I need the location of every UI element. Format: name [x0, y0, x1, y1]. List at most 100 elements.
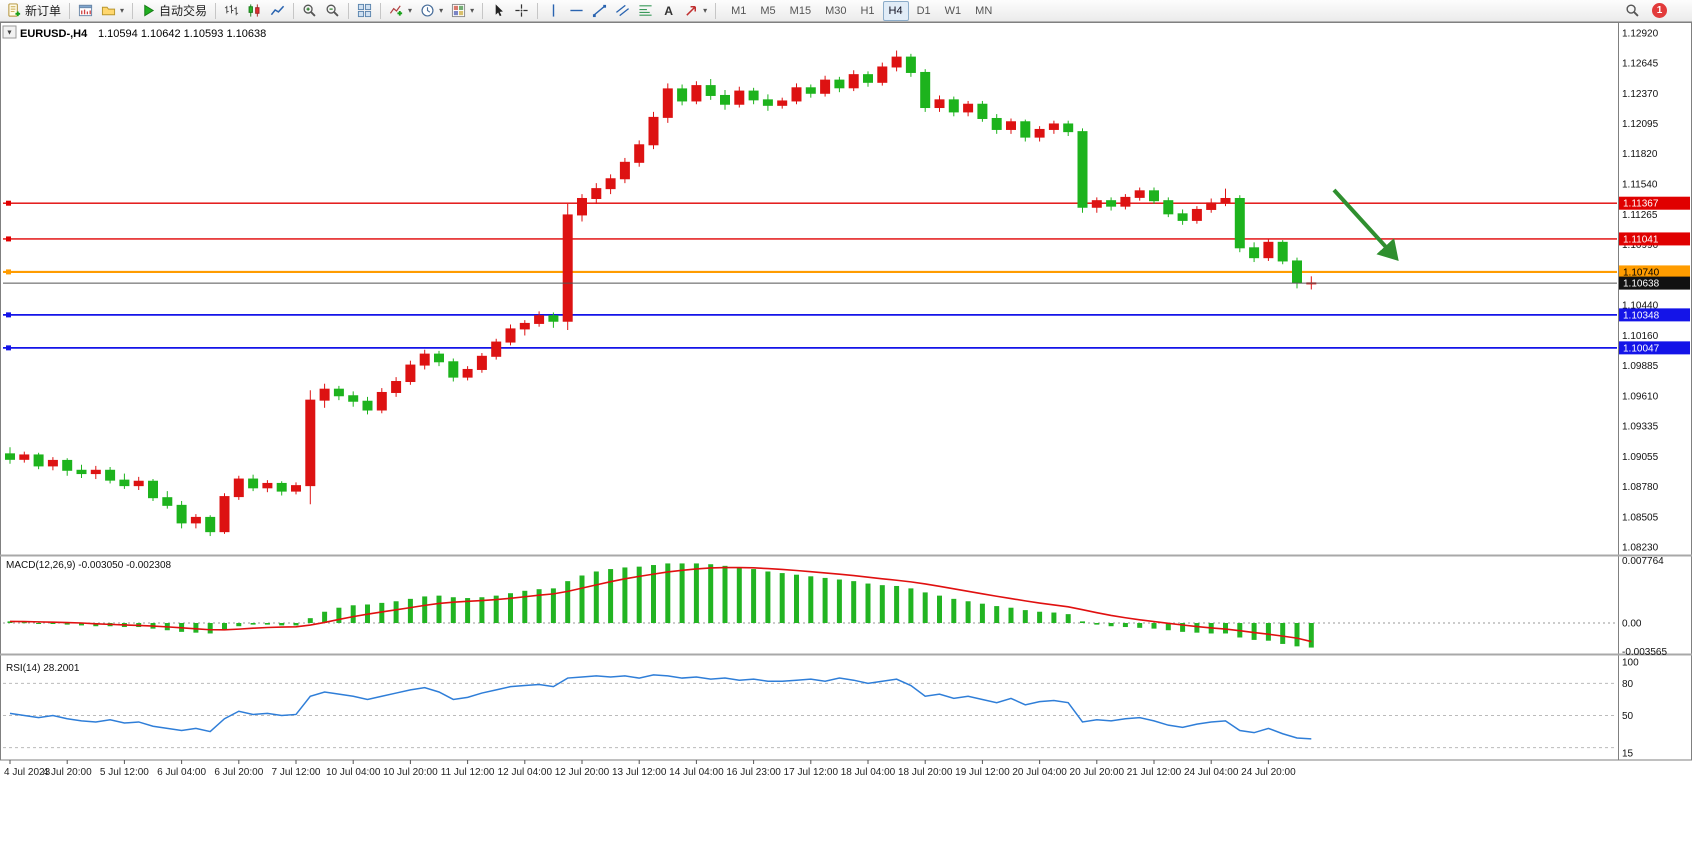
macd-bar	[307, 618, 313, 623]
toolbar-separator	[293, 2, 295, 19]
candle	[805, 87, 816, 94]
trendline-button[interactable]	[588, 0, 611, 22]
indicators-button[interactable]: ▾	[385, 0, 416, 22]
svg-text:11 Jul 12:00: 11 Jul 12:00	[441, 767, 495, 778]
candle	[891, 56, 902, 68]
timeframe-button-MN[interactable]: MN	[975, 4, 993, 17]
candlestick-button[interactable]	[243, 0, 266, 22]
timeframe-button-M5[interactable]: M5	[760, 4, 776, 17]
chevron-down-icon: ▾	[408, 5, 413, 15]
horizontal-line-button[interactable]	[565, 0, 588, 22]
macd-bar	[851, 581, 857, 623]
new-order-button[interactable]: 新订单	[3, 0, 65, 22]
svg-text:4 Jul 2023: 4 Jul 2023	[4, 767, 51, 778]
line-chart-icon	[270, 5, 285, 16]
search-icon[interactable]	[1625, 3, 1640, 18]
horizontal-line[interactable]	[3, 312, 1617, 318]
candlestick-series	[5, 50, 1317, 537]
candle	[462, 368, 473, 378]
macd-bar	[922, 592, 928, 623]
timeframe-button-H1[interactable]: H1	[860, 4, 875, 17]
horizontal-line[interactable]	[3, 236, 1617, 242]
arrows-button[interactable]: ▾	[680, 0, 711, 22]
macd-bar	[708, 564, 714, 623]
macd-bar	[894, 585, 900, 623]
svg-text:6 Jul 04:00: 6 Jul 04:00	[157, 767, 206, 778]
zoom-in-button[interactable]	[298, 0, 321, 22]
macd-signal-line	[9, 566, 1312, 643]
channel-button[interactable]	[611, 0, 634, 22]
candle	[1077, 131, 1088, 208]
macd-bar	[1037, 611, 1043, 623]
macd-bar	[336, 607, 342, 623]
vertical-line-button[interactable]	[542, 0, 565, 22]
svg-text:20 Jul 04:00: 20 Jul 04:00	[1012, 767, 1067, 778]
candle	[1134, 190, 1145, 198]
crosshair-button[interactable]	[510, 0, 533, 22]
line-chart-button[interactable]	[266, 0, 289, 22]
candle	[863, 74, 873, 83]
svg-text:10 Jul 20:00: 10 Jul 20:00	[383, 767, 438, 778]
text-button[interactable]: A	[657, 0, 680, 22]
periods-button[interactable]: ▾	[416, 0, 447, 22]
candle	[691, 85, 702, 102]
bar-chart-button[interactable]	[220, 0, 243, 22]
svg-text:50: 50	[1622, 711, 1634, 722]
toolbar-separator	[69, 2, 71, 19]
timeframe-toolbar: M1 M5 M15 M30 H1 H4 D1 W1 MN	[724, 0, 999, 21]
timeframe-button-W1[interactable]: W1	[944, 4, 962, 17]
fibonacci-button[interactable]	[634, 0, 657, 22]
svg-text:1.09335: 1.09335	[1622, 421, 1659, 432]
candle	[47, 459, 58, 467]
macd-bar	[722, 565, 728, 623]
macd-bar	[422, 596, 428, 623]
candle	[820, 79, 831, 94]
auto-trading-button[interactable]: 自动交易	[137, 0, 211, 22]
candle	[233, 478, 244, 498]
crosshair-icon	[515, 4, 528, 17]
timeframe-button-H4[interactable]: H4	[882, 0, 909, 21]
candle	[848, 74, 859, 89]
trend-arrow-annotation[interactable]	[1332, 188, 1399, 261]
candle	[748, 90, 759, 101]
timeframe-button-M15[interactable]: M15	[789, 4, 812, 17]
svg-text:24 Jul 04:00: 24 Jul 04:00	[1184, 767, 1239, 778]
macd-bar	[1080, 621, 1085, 623]
horizontal-line[interactable]	[3, 269, 1617, 275]
symbol-title: EURUSD-,H4	[20, 28, 88, 40]
macd-bar	[493, 595, 499, 623]
chevron-down-icon: ▾	[120, 5, 125, 15]
notification-badge[interactable]: 1	[1652, 3, 1667, 18]
macd-bar	[222, 623, 227, 631]
candle	[562, 214, 573, 322]
profiles-button[interactable]: ▾	[97, 0, 128, 22]
candle	[448, 361, 459, 378]
one-click-trading-toggle[interactable]: ▼	[2, 25, 17, 39]
cursor-button[interactable]	[487, 0, 510, 22]
tile-windows-button[interactable]	[353, 0, 376, 22]
zoom-out-button[interactable]	[321, 0, 344, 22]
svg-text:15: 15	[1622, 749, 1634, 760]
svg-text:A: A	[664, 4, 673, 18]
candle	[5, 453, 15, 460]
macd-bar	[1051, 612, 1057, 623]
toolbar-separator	[715, 2, 717, 19]
candle	[319, 388, 330, 401]
horizontal-line[interactable]	[3, 345, 1617, 351]
macd-bar	[36, 623, 42, 624]
chevron-down-icon: ▾	[439, 5, 444, 15]
macd-bar	[794, 574, 799, 623]
timeframe-button-M1[interactable]: M1	[731, 4, 747, 17]
candle	[176, 504, 187, 524]
new-chart-button[interactable]	[74, 0, 97, 22]
macd-bar	[836, 579, 842, 623]
horizontal-line-icon	[570, 9, 583, 12]
timeframe-button-D1[interactable]: D1	[916, 4, 931, 17]
macd-bar	[21, 622, 27, 624]
templates-button[interactable]: ▾	[447, 0, 478, 22]
candle	[963, 103, 974, 113]
timeframe-button-M30[interactable]: M30	[825, 4, 847, 17]
candle	[1048, 123, 1059, 130]
price-axis[interactable]: 1.12920 1.12645 1.12370 1.12095 1.11820 1.115…	[1622, 29, 1667, 760]
